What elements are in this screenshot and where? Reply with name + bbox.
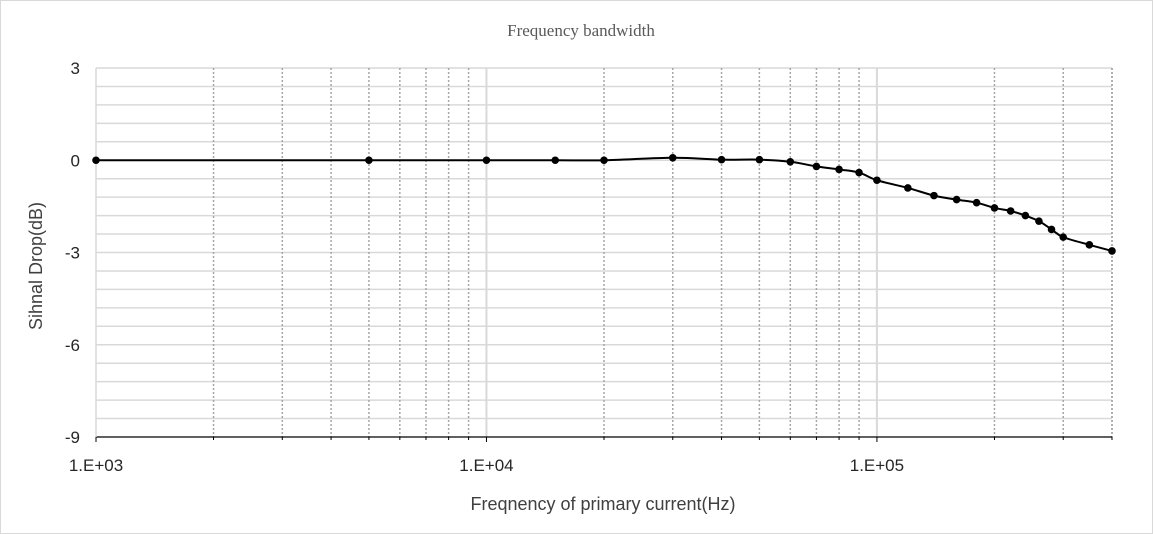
y-tick-label: -3 [65, 244, 80, 263]
data-point [1021, 211, 1030, 220]
data-point [92, 156, 100, 165]
tick-labels: 1.E+03 1.E+04 1.E+05 3 0 -3 -6 -9 [65, 59, 904, 475]
data-point [835, 165, 843, 174]
x-tick-label: 1.E+05 [850, 456, 904, 475]
data-point [600, 156, 608, 165]
data-point [972, 198, 981, 207]
data-point [755, 155, 764, 164]
data-series [92, 153, 1116, 255]
y-tick-label: 3 [71, 59, 80, 78]
grid-lines [96, 67, 1113, 437]
data-point [812, 162, 821, 171]
data-point [717, 155, 726, 164]
data-point [1059, 233, 1068, 241]
data-point [365, 156, 373, 165]
x-tick-label: 1.E+03 [69, 456, 123, 475]
data-point [551, 156, 560, 165]
data-point [990, 204, 999, 212]
x-axis-label: Freqnency of primary current(Hz) [470, 494, 735, 514]
data-point [1006, 207, 1015, 215]
y-tick-label: 0 [71, 151, 80, 170]
axes [95, 68, 1113, 442]
chart-title: Frequency bandwidth [507, 21, 655, 40]
x-tick-label: 1.E+04 [459, 456, 513, 475]
data-point [1108, 247, 1116, 255]
data-point [855, 168, 863, 177]
data-point [1035, 217, 1043, 225]
y-axis-label: Sihnal Drop(dB) [26, 202, 46, 330]
y-tick-label: -9 [65, 428, 80, 447]
data-point [1047, 225, 1056, 234]
data-point [873, 176, 881, 185]
y-tick-label: -6 [65, 336, 80, 355]
data-point [930, 191, 938, 200]
data-point [952, 195, 961, 204]
data-point [482, 156, 491, 165]
data-point [668, 153, 677, 162]
data-point [904, 184, 912, 192]
data-point [1085, 241, 1094, 249]
data-point [786, 157, 795, 166]
